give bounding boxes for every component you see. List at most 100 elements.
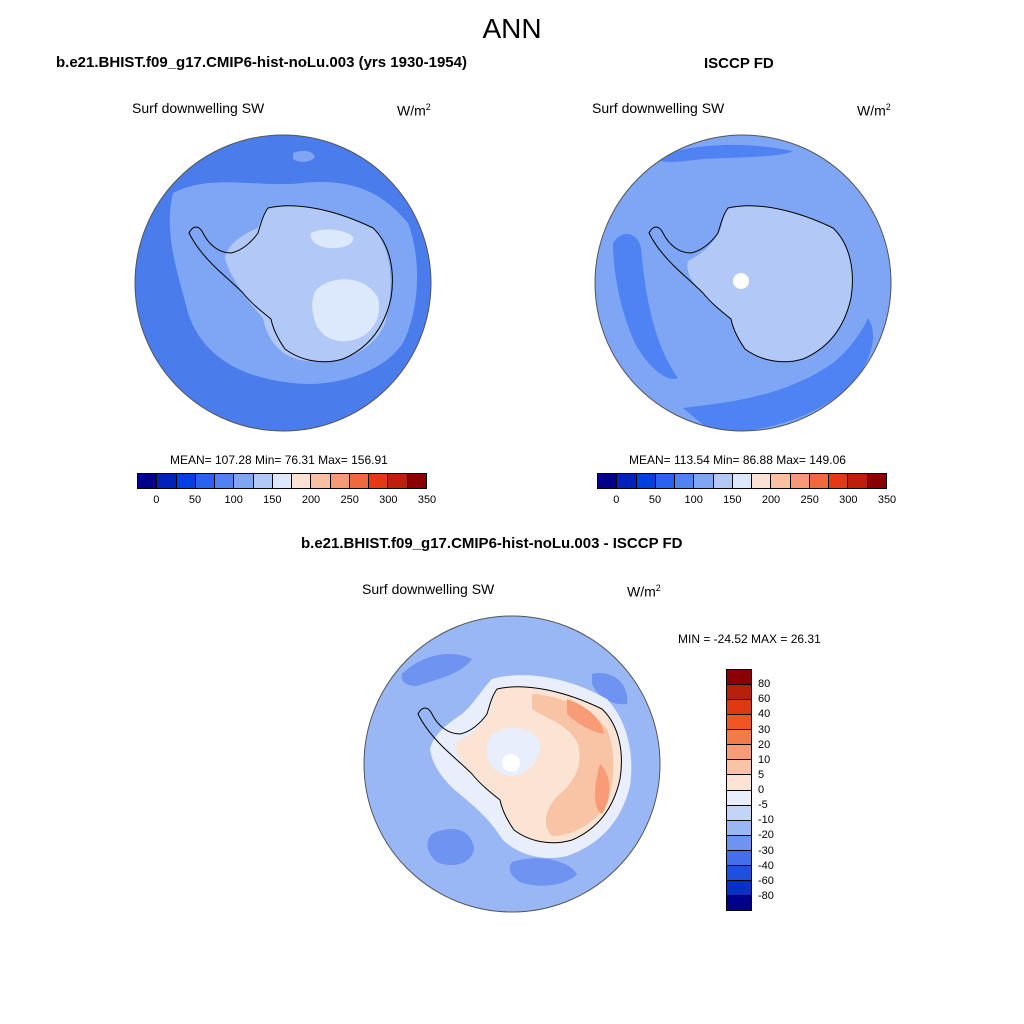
obs-colorbar-swatch <box>848 474 868 488</box>
obs-colorbar-swatch <box>732 474 753 488</box>
model-colorbar <box>137 473 427 489</box>
model-colorbar-tick-label: 50 <box>188 494 202 506</box>
diff-ocean-patch-1 <box>427 829 474 866</box>
diff-colorbar-swatch <box>727 715 751 731</box>
panel-obs-units: W/m2 <box>857 102 891 119</box>
diff-colorbar-swatch <box>727 880 751 896</box>
obs-colorbar-swatch <box>617 474 637 488</box>
panel-obs-title: ISCCP FD <box>704 55 774 72</box>
figure-title: ANN <box>482 13 542 44</box>
obs-ocean-band-south <box>683 318 873 431</box>
diff-ice-cool-center <box>487 727 541 776</box>
obs-colorbar <box>597 473 887 489</box>
model-polar-map <box>134 134 432 432</box>
model-colorbar-swatch <box>176 474 196 488</box>
obs-colorbar-ticks: 0 50 100 150 200 250 300 350 <box>597 494 896 508</box>
obs-colorbar-swatch <box>829 474 849 488</box>
diff-ocean-patch-4 <box>592 673 628 705</box>
obs-coastline <box>648 205 853 363</box>
model-ice-patch <box>310 229 354 249</box>
diff-colorbar-swatch <box>727 895 751 910</box>
diff-colorbar-tick-label: -60 <box>758 874 774 887</box>
model-colorbar-tick-label: 200 <box>301 494 321 506</box>
model-colorbar-tick-label: 350 <box>417 494 437 506</box>
diff-colorbar-swatch <box>727 850 751 866</box>
model-ice-plateau <box>312 279 380 342</box>
model-colorbar-ticks: 0 50 100 150 200 250 300 350 <box>137 494 436 508</box>
diff-colorbar-swatch <box>727 685 751 701</box>
model-colorbar-swatch <box>311 474 331 488</box>
model-colorbar-swatch <box>215 474 235 488</box>
diff-colorbar-swatch <box>727 760 751 776</box>
diff-colorbar-swatch <box>727 835 751 851</box>
panel-model-stats: MEAN= 107.28 Min= 76.31 Max= 156.91 <box>170 453 388 467</box>
obs-colorbar-swatch <box>790 474 810 488</box>
obs-ocean-band-north <box>653 144 793 162</box>
diff-colorbar-swatch <box>727 790 751 806</box>
obs-ocean-band-west <box>613 233 678 379</box>
diff-colorbar-tick-label: 10 <box>758 753 771 766</box>
diff-colorbar-tick-label: -80 <box>758 889 774 902</box>
obs-colorbar-swatch <box>694 474 714 488</box>
model-colorbar-tick-label: 250 <box>340 494 359 506</box>
obs-colorbar-tick-label: 350 <box>877 494 897 506</box>
panel-diff-variable: Surf downwelling SW <box>362 581 495 597</box>
diff-colorbar-swatch <box>727 865 751 881</box>
obs-colorbar-tick-label: 300 <box>839 494 858 506</box>
panel-obs-stats: MEAN= 113.54 Min= 86.88 Max= 149.06 <box>629 453 846 467</box>
diff-ocean-patch-2 <box>509 858 577 886</box>
obs-colorbar-swatch <box>675 474 695 488</box>
model-coastline <box>188 205 393 363</box>
model-colorbar-tick-label: 300 <box>379 494 398 506</box>
model-colorbar-swatch <box>234 474 254 488</box>
model-colorbar-swatch <box>388 474 408 488</box>
diff-colorbar-swatch <box>727 670 751 686</box>
obs-colorbar-tick-label: 100 <box>684 494 703 506</box>
diff-colorbar-tick-label: 5 <box>758 768 765 781</box>
model-colorbar-swatch <box>272 474 293 488</box>
model-colorbar-swatch <box>407 474 426 488</box>
diff-ice-warm-4 <box>595 764 610 814</box>
diff-colorbar-tick-label: 40 <box>758 708 771 721</box>
obs-colorbar-swatch <box>867 474 886 488</box>
panel-model-variable: Surf downwelling SW <box>132 100 265 116</box>
panel-diff-title: b.e21.BHIST.f09_g17.CMIP6-hist-noLu.003 … <box>301 535 683 552</box>
panel-model-title: b.e21.BHIST.f09_g17.CMIP6-hist-noLu.003 … <box>56 54 467 71</box>
diff-colorbar-tick-label: -20 <box>758 829 774 842</box>
obs-colorbar-tick-label: 0 <box>613 494 620 506</box>
obs-colorbar-swatch <box>752 474 772 488</box>
model-colorbar-swatch <box>330 474 350 488</box>
obs-polar-map <box>594 134 892 432</box>
obs-colorbar-swatch <box>809 474 830 488</box>
diff-polar-map <box>363 615 661 913</box>
panel-model-units: W/m2 <box>397 102 431 119</box>
diff-colorbar-tick-label: 20 <box>758 738 771 751</box>
obs-colorbar-swatch <box>636 474 656 488</box>
obs-colorbar-tick-label: 250 <box>800 494 819 506</box>
model-colorbar-swatch <box>292 474 312 488</box>
obs-colorbar-tick-label: 50 <box>648 494 662 506</box>
model-colorbar-swatch <box>369 474 389 488</box>
obs-colorbar-tick-label: 150 <box>723 494 742 506</box>
diff-pole-hole <box>502 754 520 772</box>
model-colorbar-tick-label: 100 <box>224 494 243 506</box>
obs-pole-hole <box>733 273 749 289</box>
panel-diff-stats: MIN = -24.52 MAX = 26.31 <box>678 632 821 646</box>
diff-colorbar <box>726 669 752 911</box>
obs-colorbar-swatch <box>713 474 733 488</box>
model-colorbar-swatch <box>349 474 370 488</box>
diff-colorbar-tick-label: 30 <box>758 723 771 736</box>
obs-colorbar-tick-label: 200 <box>761 494 781 506</box>
diff-colorbar-swatch <box>727 775 751 791</box>
diff-colorbar-tick-label: -5 <box>758 799 768 812</box>
panel-diff-units: W/m2 <box>627 583 661 600</box>
model-colorbar-swatch <box>138 474 158 488</box>
diff-colorbar-swatch <box>727 730 751 746</box>
diff-colorbar-swatch <box>727 700 751 716</box>
model-colorbar-swatch <box>157 474 177 488</box>
model-colorbar-swatch <box>253 474 273 488</box>
diff-colorbar-tick-label: 0 <box>758 784 765 796</box>
diff-colorbar-tick-label: -30 <box>758 844 774 857</box>
model-patch-1 <box>293 150 315 162</box>
diff-colorbar-swatch <box>727 805 751 821</box>
